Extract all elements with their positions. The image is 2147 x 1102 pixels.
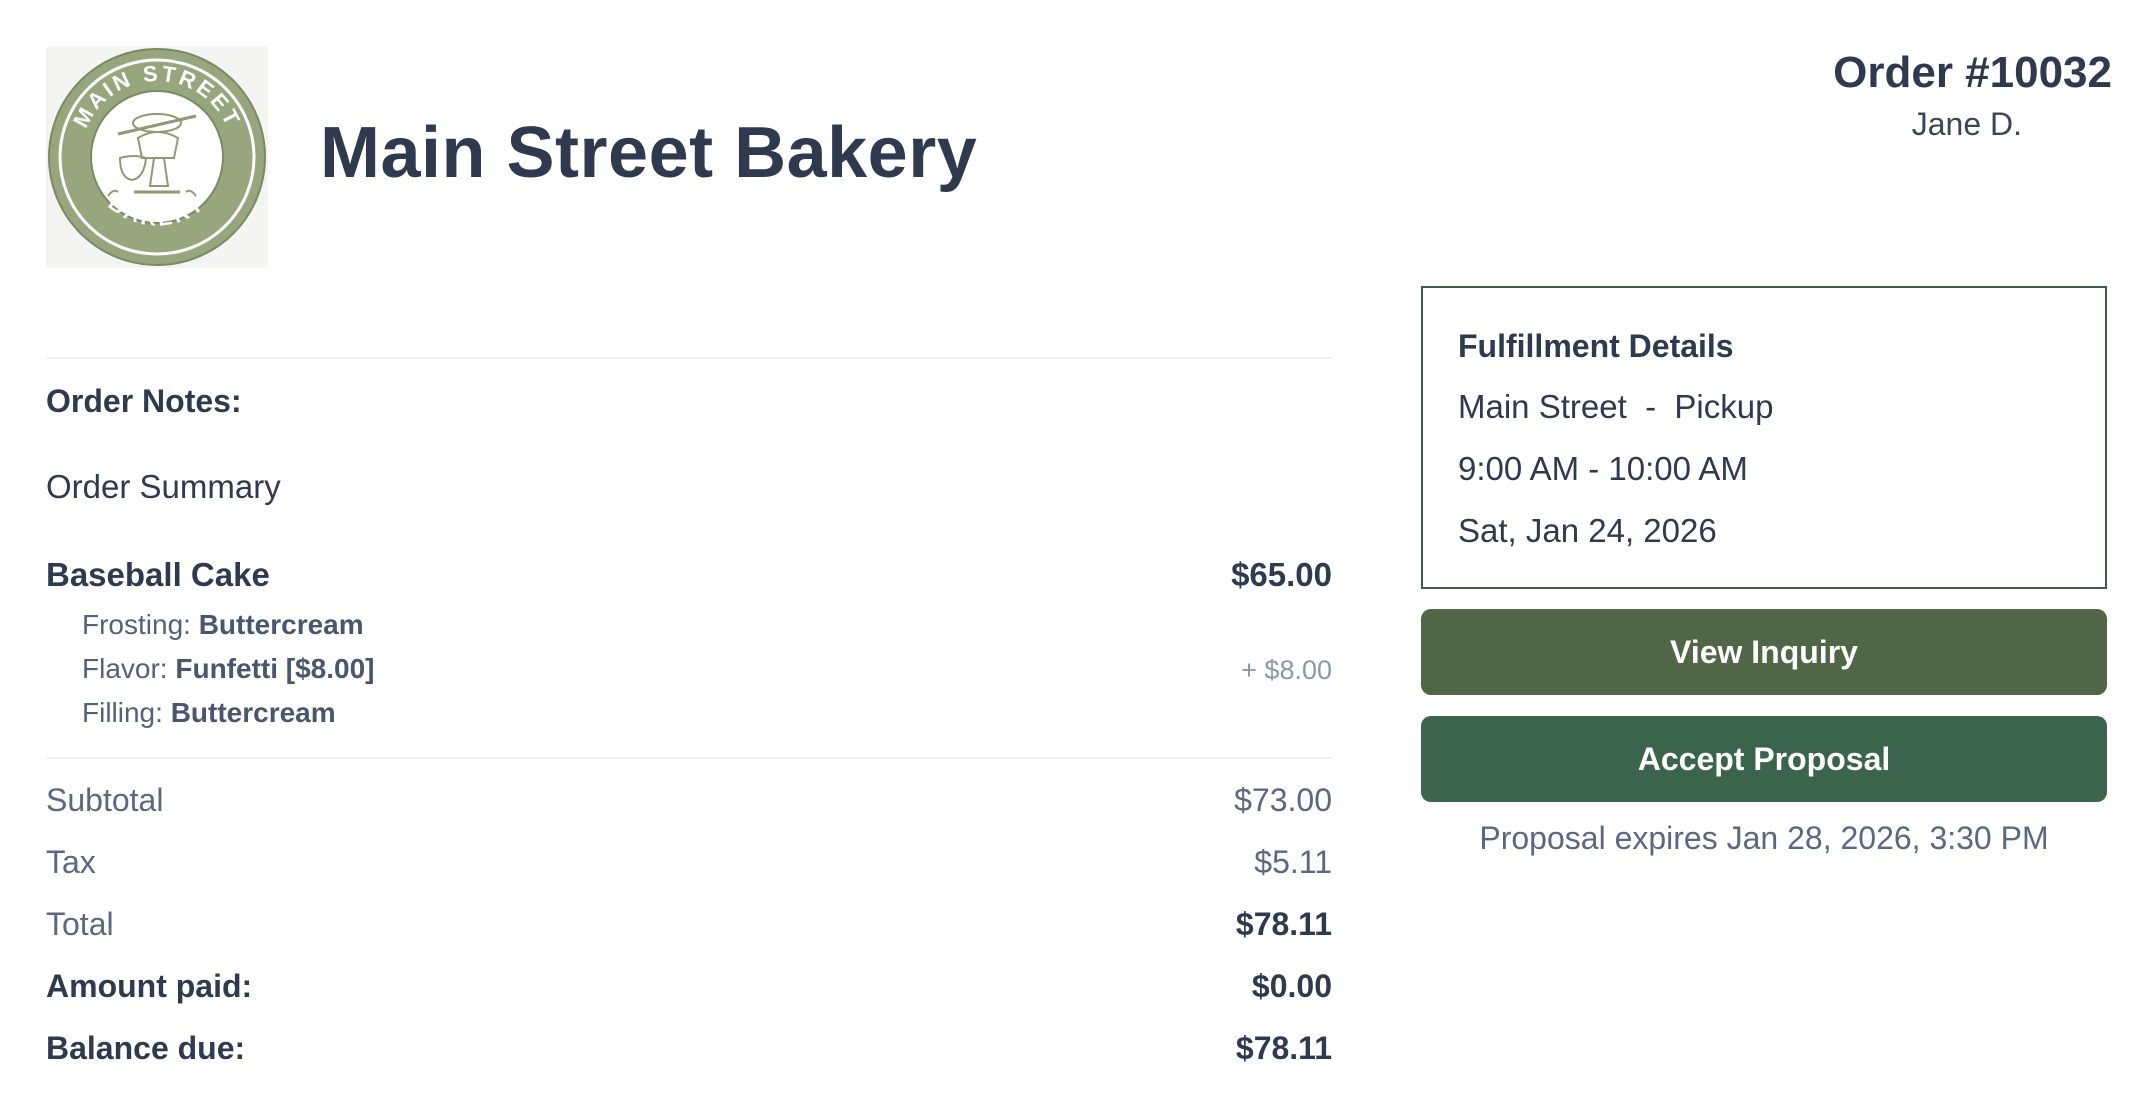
item-option-flavor: Flavor: Funfetti [$8.00] xyxy=(82,653,375,685)
amount-paid-label: Amount paid: xyxy=(46,968,253,1004)
bakery-name: Main Street Bakery xyxy=(320,113,978,193)
option-value: Funfetti [$8.00] xyxy=(175,653,375,684)
divider xyxy=(46,757,1332,759)
option-value: Buttercream xyxy=(170,697,336,728)
customer-name: Jane D. xyxy=(1911,106,2022,142)
total-value: $78.11 xyxy=(1235,906,1332,942)
subtotal-row: Subtotal $73.00 xyxy=(46,782,1332,819)
bakery-logo-icon: MAIN STREET BAKERY xyxy=(48,48,266,266)
subtotal-value: $73.00 xyxy=(1234,782,1332,818)
bakery-logo: MAIN STREET BAKERY xyxy=(46,46,268,268)
option-label: Filling: xyxy=(82,697,171,728)
order-summary-title: Order Summary xyxy=(46,468,281,505)
item-name: Baseball Cake xyxy=(46,556,270,593)
total-row: Total $78.11 xyxy=(46,906,1332,943)
fulfillment-location: Main Street - Pickup xyxy=(1458,388,1774,425)
option-extra-price: + $8.00 xyxy=(1241,655,1332,685)
option-value: Buttercream xyxy=(198,609,364,640)
item-option-filling: Filling: Buttercream xyxy=(82,697,336,729)
divider xyxy=(46,357,1332,359)
tax-label: Tax xyxy=(46,844,96,880)
tax-value: $5.11 xyxy=(1254,844,1332,880)
order-header: Order #10032 Jane D. xyxy=(1833,48,2112,143)
balance-due-value: $78.11 xyxy=(1235,1030,1332,1066)
proposal-expiry-text: Proposal expires Jan 28, 2026, 3:30 PM xyxy=(1479,820,2049,856)
subtotal-label: Subtotal xyxy=(46,782,164,818)
option-label: Flavor: xyxy=(82,653,176,684)
tax-row: Tax $5.11 xyxy=(46,844,1332,881)
order-number: Order #10032 xyxy=(1833,48,2112,97)
balance-due-row: Balance due: $78.11 xyxy=(46,1030,1332,1067)
total-label: Total xyxy=(46,906,114,942)
fulfillment-time: 9:00 AM - 10:00 AM xyxy=(1458,450,1748,487)
fulfillment-title: Fulfillment Details xyxy=(1458,328,1734,364)
view-inquiry-button[interactable]: View Inquiry xyxy=(1421,609,2107,695)
fulfillment-details-card: Fulfillment Details Main Street - Pickup… xyxy=(1421,286,2107,589)
amount-paid-row: Amount paid: $0.00 xyxy=(46,968,1332,1005)
fulfillment-date: Sat, Jan 24, 2026 xyxy=(1458,512,1717,549)
balance-due-label: Balance due: xyxy=(46,1030,246,1066)
option-label: Frosting: xyxy=(82,609,199,640)
item-price: $65.00 xyxy=(1231,556,1332,593)
order-notes-label: Order Notes: xyxy=(46,383,242,419)
accept-proposal-button[interactable]: Accept Proposal xyxy=(1421,716,2107,802)
item-option-frosting: Frosting: Buttercream xyxy=(82,609,364,641)
amount-paid-value: $0.00 xyxy=(1251,968,1332,1004)
